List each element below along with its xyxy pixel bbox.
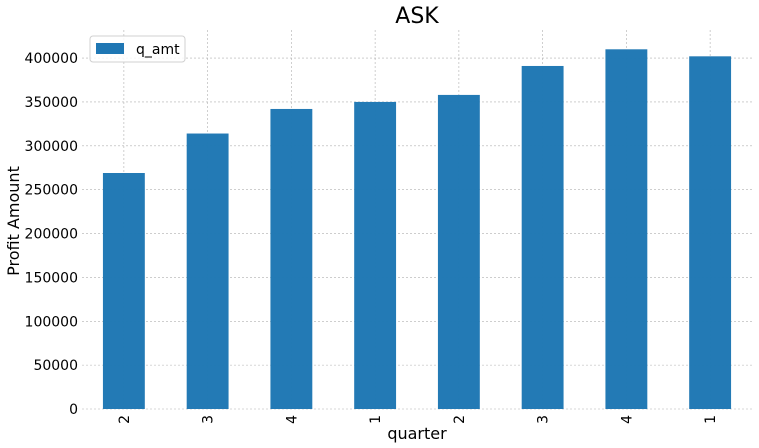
y-tick-label: 350000 <box>25 95 78 111</box>
bar <box>270 108 313 409</box>
x-axis-label: quarter <box>387 424 447 443</box>
x-tick-label: 4 <box>619 415 635 424</box>
legend-swatch <box>96 43 124 54</box>
x-tick-label: 4 <box>284 415 300 424</box>
y-tick-label: 150000 <box>25 270 78 286</box>
y-tick-label: 100000 <box>25 314 78 330</box>
gridlines <box>82 30 752 410</box>
bar <box>102 173 145 409</box>
bar <box>354 101 397 409</box>
x-tick-label: 1 <box>368 415 384 424</box>
bar <box>186 133 229 410</box>
legend: q_amt <box>89 35 186 63</box>
legend-box <box>89 35 186 63</box>
y-tick-label: 200000 <box>25 227 78 243</box>
y-tick-label: 0 <box>69 402 78 418</box>
x-tick-label: 2 <box>117 415 133 424</box>
x-tick-label: 3 <box>201 415 217 424</box>
y-tick-label: 250000 <box>25 183 78 199</box>
x-tick-label: 3 <box>536 415 552 424</box>
y-tick-label: 50000 <box>33 358 78 374</box>
chart-title: ASK <box>395 4 439 29</box>
y-tick-label: 300000 <box>25 139 78 155</box>
bar <box>521 65 564 409</box>
bar <box>437 94 480 409</box>
bar <box>689 56 732 409</box>
y-axis-label: Profit Amount <box>4 166 23 276</box>
x-tick-label: 1 <box>703 415 719 424</box>
y-tick-label: 400000 <box>25 51 78 67</box>
x-tick-label: 2 <box>452 415 468 424</box>
bar <box>605 49 648 409</box>
legend-label: q_amt <box>136 42 180 58</box>
x-axis-ticks: 2 3 4 1 2 3 4 1 <box>117 415 719 424</box>
y-axis-ticks: 0 50000 100000 150000 200000 250000 300000 3500… <box>25 51 78 418</box>
bars <box>102 49 732 410</box>
